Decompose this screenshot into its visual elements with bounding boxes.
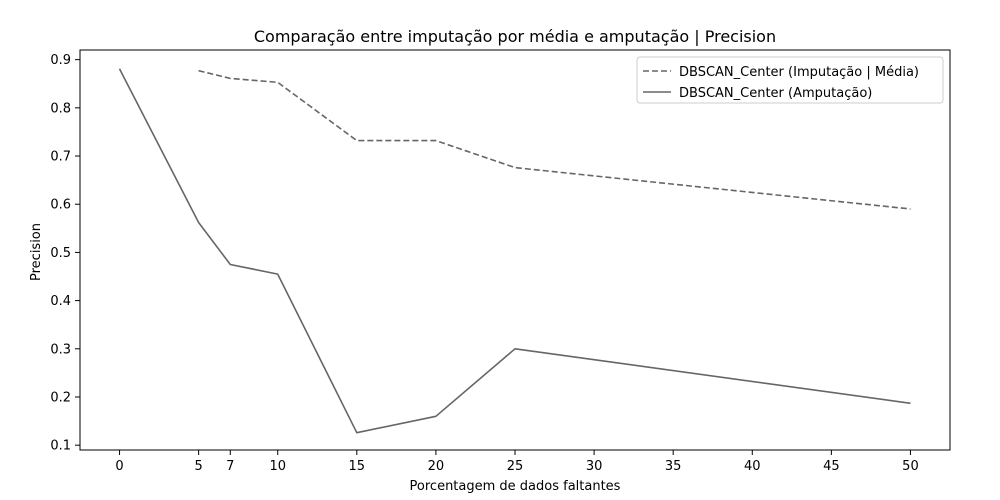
series-group xyxy=(118,68,911,434)
series-line-1 xyxy=(198,69,911,210)
x-tick-label: 45 xyxy=(823,459,840,474)
x-axis-label: Porcentagem de dados faltantes xyxy=(410,479,621,494)
series-line-2 xyxy=(118,68,911,434)
x-tick-label: 20 xyxy=(428,459,445,474)
y-axis-label: Precision xyxy=(29,223,44,281)
y-tick-label: 0.9 xyxy=(50,53,71,68)
y-tick-label: 0.8 xyxy=(50,101,71,116)
x-tick-label: 30 xyxy=(586,459,603,474)
x-tick-label: 10 xyxy=(269,459,286,474)
legend: DBSCAN_Center (Imputação | Média) DBSCAN_… xyxy=(636,56,944,104)
x-tick-label: 0 xyxy=(115,459,123,474)
x-axis: 0 5 7 10 15 20 25 30 35 40 45 50 xyxy=(115,450,919,474)
legend-label-2: DBSCAN_Center (Amputação) xyxy=(679,86,872,101)
y-tick-label: 0.1 xyxy=(50,439,71,454)
y-axis: 0.1 0.2 0.3 0.4 0.5 0.6 0.7 0.8 0.9 xyxy=(50,53,80,454)
chart-title: Comparação entre imputação por média e a… xyxy=(254,27,776,46)
x-tick-label: 40 xyxy=(744,459,761,474)
legend-label-1: DBSCAN_Center (Imputação | Média) xyxy=(679,65,919,80)
y-tick-label: 0.7 xyxy=(50,150,71,165)
y-tick-label: 0.6 xyxy=(50,198,71,213)
legend-box xyxy=(636,56,944,104)
x-tick-label: 15 xyxy=(349,459,366,474)
x-tick-label: 25 xyxy=(507,459,524,474)
x-tick-label: 35 xyxy=(665,459,682,474)
x-tick-label: 5 xyxy=(194,459,202,474)
x-tick-label: 7 xyxy=(226,459,234,474)
y-tick-label: 0.2 xyxy=(50,390,71,405)
x-tick-label: 50 xyxy=(902,459,919,474)
y-tick-label: 0.4 xyxy=(50,294,71,309)
y-tick-label: 0.5 xyxy=(50,246,71,261)
y-tick-label: 0.3 xyxy=(50,342,71,357)
